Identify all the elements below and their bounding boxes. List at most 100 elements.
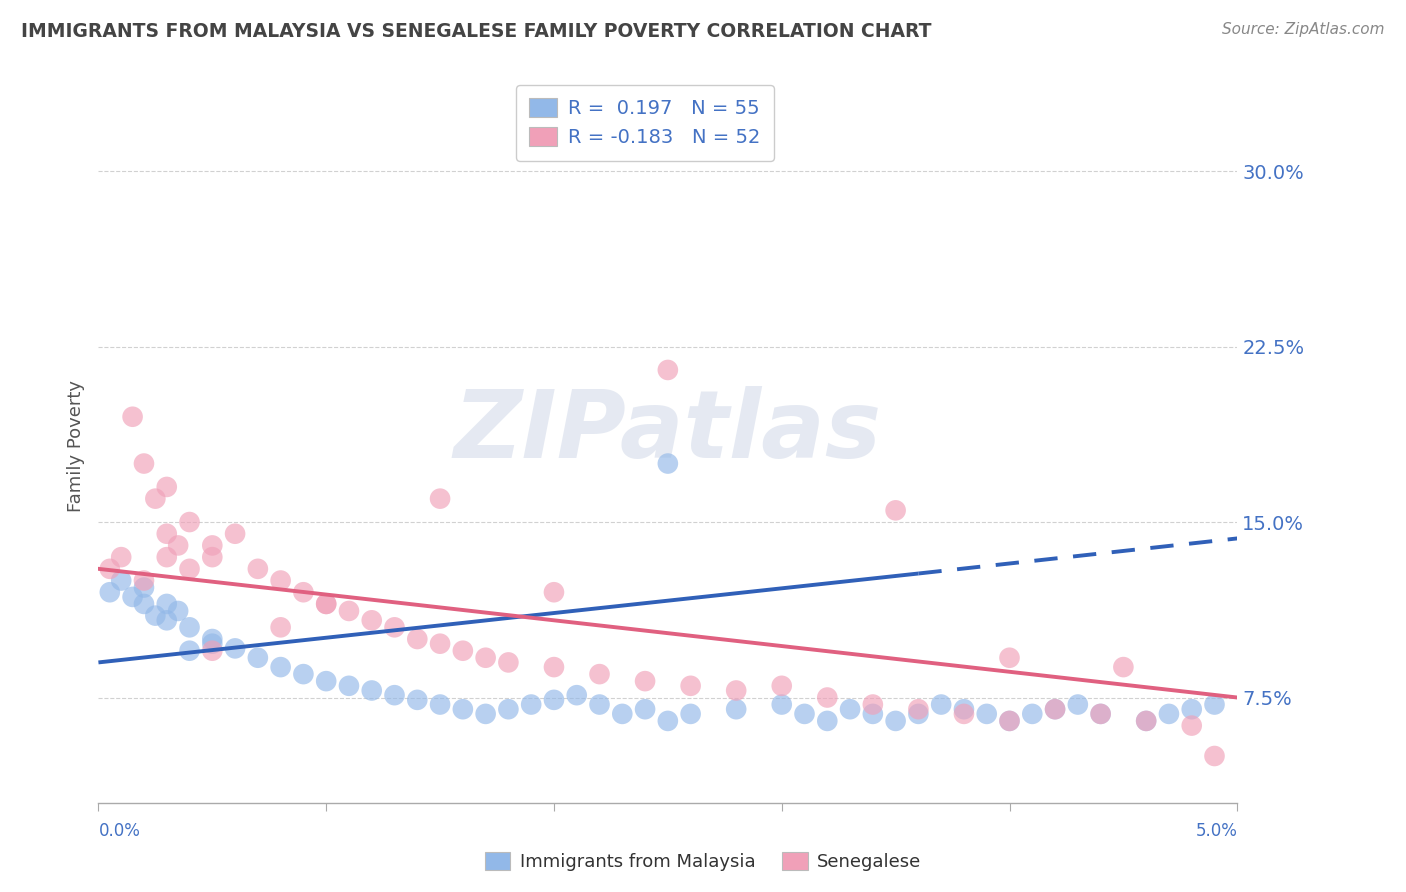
Point — [201, 632, 224, 646]
Point — [976, 706, 998, 721]
Point — [145, 491, 167, 506]
Y-axis label: Family Poverty: Family Poverty — [66, 380, 84, 512]
Point — [474, 650, 496, 665]
Point — [588, 667, 610, 681]
Point — [110, 550, 132, 565]
Point — [110, 574, 132, 588]
Point — [98, 585, 121, 599]
Point — [179, 562, 201, 576]
Point — [588, 698, 610, 712]
Point — [98, 562, 121, 576]
Point — [907, 702, 929, 716]
Point — [179, 515, 201, 529]
Point — [201, 538, 224, 552]
Text: ZIPatlas: ZIPatlas — [454, 385, 882, 478]
Point — [657, 714, 679, 728]
Point — [953, 706, 976, 721]
Point — [1043, 702, 1066, 716]
Point — [884, 714, 907, 728]
Point — [360, 613, 382, 627]
Point — [770, 679, 793, 693]
Point — [474, 706, 496, 721]
Point — [406, 693, 429, 707]
Point — [1090, 706, 1112, 721]
Point — [167, 604, 190, 618]
Point — [657, 457, 679, 471]
Point — [953, 702, 976, 716]
Point — [156, 480, 179, 494]
Point — [1043, 702, 1066, 716]
Point — [201, 550, 224, 565]
Point — [839, 702, 862, 716]
Point — [384, 688, 406, 702]
Point — [201, 644, 224, 658]
Text: Source: ZipAtlas.com: Source: ZipAtlas.com — [1222, 22, 1385, 37]
Point — [565, 688, 588, 702]
Point — [224, 641, 246, 656]
Point — [429, 698, 451, 712]
Text: 0.0%: 0.0% — [98, 822, 141, 839]
Point — [998, 714, 1021, 728]
Point — [634, 702, 657, 716]
Point — [543, 585, 565, 599]
Point — [657, 363, 679, 377]
Point — [998, 714, 1021, 728]
Text: IMMIGRANTS FROM MALAYSIA VS SENEGALESE FAMILY POVERTY CORRELATION CHART: IMMIGRANTS FROM MALAYSIA VS SENEGALESE F… — [21, 22, 932, 41]
Point — [429, 637, 451, 651]
Point — [929, 698, 952, 712]
Point — [337, 679, 360, 693]
Point — [156, 526, 179, 541]
Point — [315, 597, 337, 611]
Point — [520, 698, 543, 712]
Point — [292, 667, 315, 681]
Point — [145, 608, 167, 623]
Point — [543, 660, 565, 674]
Point — [156, 613, 179, 627]
Point — [429, 491, 451, 506]
Point — [132, 597, 155, 611]
Point — [132, 574, 155, 588]
Point — [315, 674, 337, 689]
Point — [793, 706, 815, 721]
Point — [1204, 749, 1226, 764]
Point — [770, 698, 793, 712]
Point — [224, 526, 246, 541]
Point — [451, 702, 474, 716]
Point — [156, 597, 179, 611]
Point — [384, 620, 406, 634]
Point — [451, 644, 474, 658]
Point — [132, 581, 155, 595]
Point — [1021, 706, 1043, 721]
Point — [179, 620, 201, 634]
Point — [543, 693, 565, 707]
Point — [1181, 718, 1204, 732]
Point — [498, 702, 520, 716]
Point — [179, 644, 201, 658]
Point — [634, 674, 657, 689]
Point — [270, 620, 292, 634]
Point — [725, 683, 748, 698]
Point — [815, 690, 838, 705]
Point — [907, 706, 929, 721]
Point — [132, 457, 155, 471]
Point — [167, 538, 190, 552]
Point — [337, 604, 360, 618]
Point — [292, 585, 315, 599]
Point — [270, 660, 292, 674]
Point — [270, 574, 292, 588]
Point — [1135, 714, 1157, 728]
Point — [498, 656, 520, 670]
Point — [1090, 706, 1112, 721]
Point — [360, 683, 382, 698]
Point — [725, 702, 748, 716]
Point — [121, 590, 143, 604]
Point — [1112, 660, 1135, 674]
Point — [1135, 714, 1157, 728]
Text: 5.0%: 5.0% — [1195, 822, 1237, 839]
Point — [406, 632, 429, 646]
Legend: R =  0.197   N = 55, R = -0.183   N = 52: R = 0.197 N = 55, R = -0.183 N = 52 — [516, 85, 775, 161]
Point — [121, 409, 143, 424]
Point — [612, 706, 634, 721]
Point — [679, 679, 702, 693]
Point — [1157, 706, 1180, 721]
